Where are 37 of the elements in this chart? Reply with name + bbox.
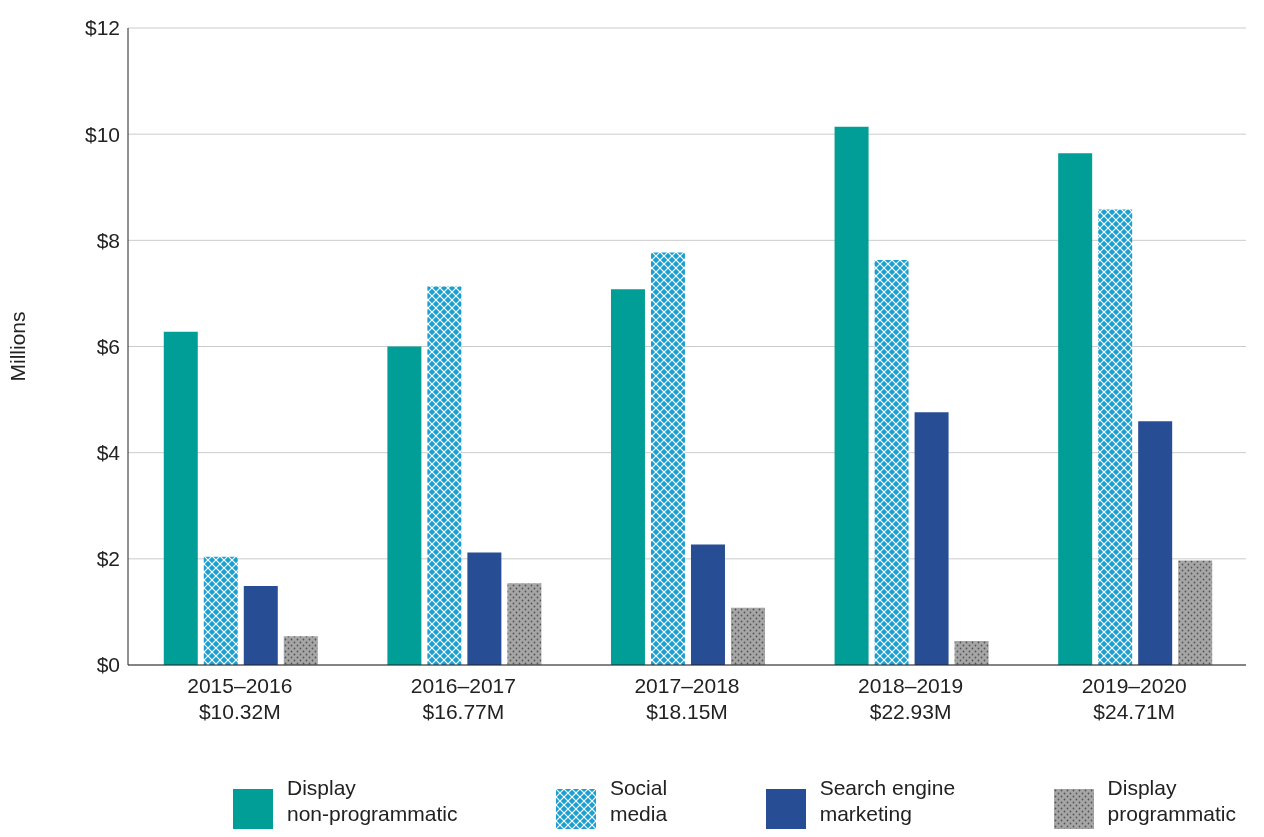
y-tick-label: $0 — [96, 653, 120, 677]
legend-label: Display programmatic — [1107, 775, 1236, 827]
y-tick-label: $12 — [84, 16, 120, 40]
y-tick-label: $4 — [96, 441, 121, 465]
y-tick-label: $2 — [96, 547, 120, 571]
legend-label: Social media — [609, 775, 668, 827]
bar — [467, 552, 502, 665]
bar — [1178, 560, 1213, 665]
bar — [914, 412, 949, 665]
y-tick-label: $8 — [96, 228, 120, 252]
x-tick-label: 2017–2018 $18.15M — [634, 674, 740, 723]
bar — [163, 331, 198, 665]
bar — [610, 289, 645, 665]
y-tick-label: $10 — [84, 122, 120, 146]
bar — [954, 641, 989, 665]
bar — [243, 585, 278, 665]
x-tick-label: 2016–2017 $16.77M — [410, 674, 516, 723]
legend-label: Search engine marketing — [819, 775, 956, 827]
x-tick-label: 2019–2020 $24.71M — [1081, 674, 1187, 723]
bar — [1098, 209, 1133, 665]
legend-label: Display non-programmatic — [287, 775, 458, 827]
bar — [1138, 421, 1173, 665]
y-axis-title: Millions — [6, 311, 30, 382]
bar — [507, 583, 542, 665]
bar — [283, 636, 318, 665]
bar — [427, 286, 462, 665]
bar — [387, 346, 422, 665]
x-tick-label: 2015–2016 $10.32M — [187, 674, 293, 723]
bar — [690, 544, 725, 665]
bar — [203, 556, 238, 665]
bar — [1058, 153, 1093, 665]
bar — [650, 252, 685, 665]
y-tick-label: $6 — [96, 334, 120, 358]
bar — [730, 607, 765, 665]
bar — [834, 126, 869, 665]
bar — [874, 259, 909, 665]
x-tick-label: 2018–2019 $22.93M — [858, 674, 964, 723]
